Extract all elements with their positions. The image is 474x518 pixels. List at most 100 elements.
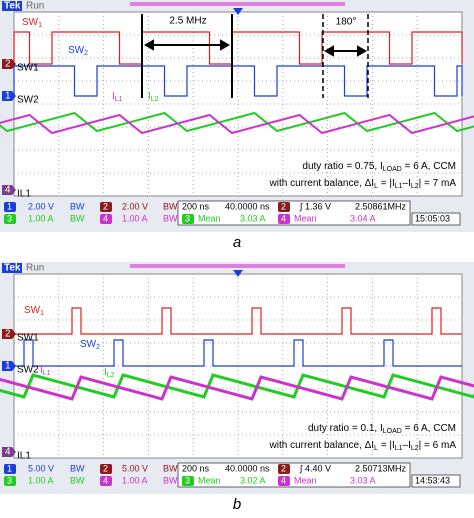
readout-text: 2.00 V [122,201,148,211]
channel-marker [2,185,16,195]
trace-label-part: 1 [38,22,42,29]
status: Run [26,1,44,12]
readout-text: 3 [7,213,12,223]
sw2-trace [14,339,462,367]
readout-text: BW [163,463,178,473]
note-part: with current balance, Δ [269,440,372,451]
channel-number: 2 [5,59,11,70]
readout-box [278,202,290,212]
caption: a [233,234,241,251]
readout-text: 2 [281,463,286,473]
note-part: LOAD [383,166,402,173]
trace-label-part: I [112,91,115,102]
readout-text: 1.00 A [122,213,148,223]
note-part: = 6 A, CCM [402,161,456,172]
readout-text: 200 ns [182,463,210,473]
readout-text: BW [70,201,85,211]
note: duty ratio = 0.1, ILOAD = 6 A, CCM [308,423,456,436]
note-part: I [371,178,374,189]
note-part: L1 [395,183,403,190]
channel-label: SW2 [17,365,39,376]
trace-label-part: 1 [40,310,44,317]
trace-label: IL1 [40,365,51,378]
note-part: L1 [395,445,403,452]
trigger-marker [233,8,243,15]
trigger-marker [233,270,243,277]
trace-label: SW1 [24,305,44,318]
note: with current balance, ΔIL = |IL1–IL2| = … [269,440,457,453]
trace-label-part: L2 [107,372,115,379]
channel-label: SW1 [17,333,39,344]
trace-label-part: 2 [84,50,88,57]
readout-box [100,202,112,212]
readout-text: 2 [103,201,108,211]
readout-text: 1.00 A [122,475,148,485]
note-part: I [408,178,411,189]
readout-box [278,476,290,486]
note-part: = | [378,440,392,451]
readout-text: 5.00 V [28,463,54,473]
brand: Tek [4,1,21,12]
channel-marker [2,59,16,69]
note-part: L2 [411,445,419,452]
readout-text: 1 [7,201,12,211]
trace-label-part: L1 [43,370,51,377]
channel-label: IL1 [17,451,31,462]
il2-trace [0,111,474,133]
note-part: = 6 A, CCM [402,423,456,434]
note-part: | = 7 mA [419,178,457,189]
trace-label: SW1 [22,17,42,30]
trace-label: SW2 [68,45,88,58]
readout-text: 14:53:43 [415,475,450,485]
readout-box [4,476,16,486]
readout-text: 1 [7,463,12,473]
trace-label-part: I [148,91,151,102]
trace-label-part: SW [24,305,41,316]
note-part: L [374,445,378,452]
note-part: | = 6 mA [419,440,457,451]
readout-text: 2 [281,201,286,211]
il1-trace [0,375,474,401]
note-part: I [380,161,383,172]
freq-label: 2.5 MHz [169,16,206,27]
note-part: – [403,440,409,451]
caption: b [233,496,241,513]
trace-label-part: L2 [151,96,159,103]
readout-box [278,464,290,474]
channel-marker [2,329,16,339]
note-part: = | [378,178,392,189]
readout-text: BW [163,213,178,223]
readout-text: 2.00 V [28,201,54,211]
readout-text: 4 [281,213,286,223]
readout-text: BW [163,475,178,485]
readout-text: 200 ns [182,201,210,211]
readout-box [100,476,112,486]
readout-text: ∫ 1.36 V [299,201,331,211]
channel-marker [2,447,16,457]
readout-text: 3.04 A [350,213,376,223]
note-part: I [392,440,395,451]
phase-label: 180° [336,17,357,28]
channel-number: 4 [5,185,11,196]
sw1-trace [14,307,462,335]
freq-bg [160,14,216,28]
readout-text: 2 [103,463,108,473]
readout-text: Mean [198,213,221,223]
readout-panel [177,200,411,226]
readout-box [278,214,290,224]
readout-box [182,214,194,224]
brand-box [2,263,22,273]
readout-text: 1.00 A [28,475,54,485]
channel-number: 1 [5,91,11,102]
readout-text: Mean [294,213,317,223]
note-part: with current balance, Δ [269,178,372,189]
note: with current balance, ΔIL = |IL1–IL2| = … [269,178,457,191]
note-part: duty ratio = 0.75, [302,161,380,172]
readout-text: BW [70,463,85,473]
trace-label-part: I [40,365,43,376]
readout-text: 2.50861MHz [355,201,407,211]
period-arrow [143,39,231,51]
note-part: I [371,440,374,451]
trace-label-part: SW [68,45,85,56]
trace-label: IL2 [104,367,115,380]
